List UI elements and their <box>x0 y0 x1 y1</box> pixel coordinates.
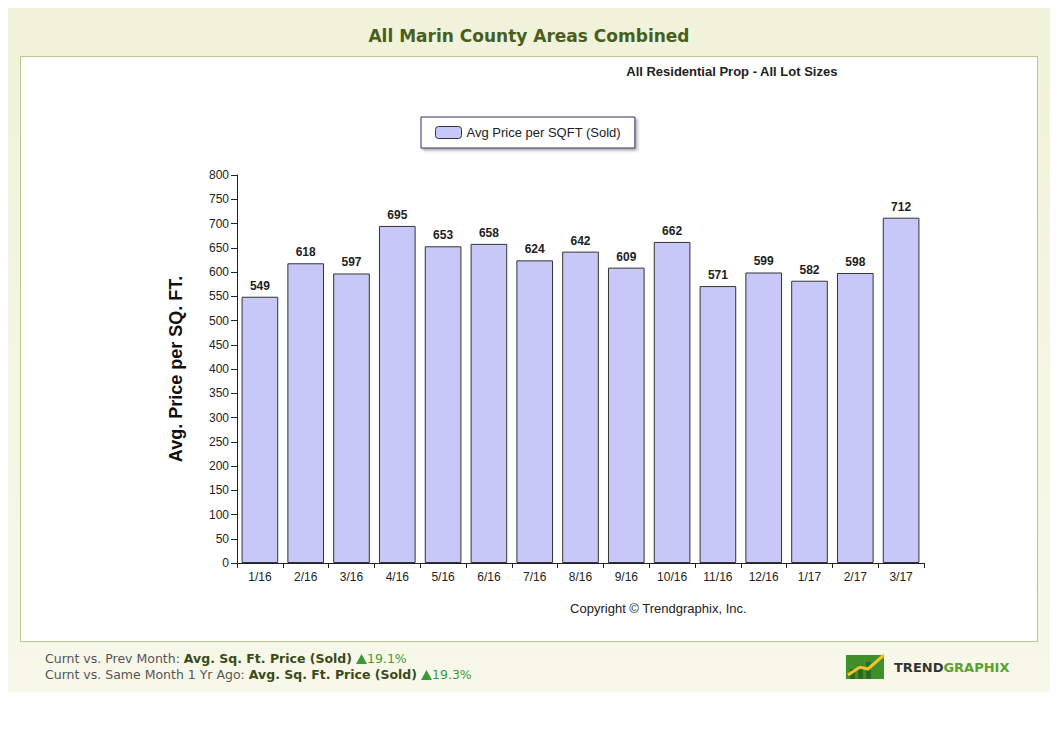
svg-text:5/16: 5/16 <box>431 570 455 584</box>
svg-text:400: 400 <box>209 362 229 376</box>
svg-text:700: 700 <box>209 217 229 231</box>
html-text:Curnt vs. Same Month 1 Yr Ago:: Curnt vs. Same Month 1 Yr Ago: Avg. Sq. … <box>45 667 417 682</box>
svg-text:642: 642 <box>570 234 590 248</box>
html-text:TREND GRAPHIX: TREND GRAPHIX <box>894 659 1010 675</box>
svg-text:1/17: 1/17 <box>798 570 822 584</box>
svg-text:599: 599 <box>754 254 774 268</box>
svg-text:600: 600 <box>209 265 229 279</box>
svg-text:662: 662 <box>662 224 682 238</box>
svg-text:658: 658 <box>479 226 499 240</box>
svg-text:11/16: 11/16 <box>703 570 732 584</box>
svg-text:549: 549 <box>250 279 270 293</box>
html-text:19.1%: 19.1% <box>367 651 407 666</box>
svg-text:250: 250 <box>209 435 229 449</box>
svg-text:3/17: 3/17 <box>889 570 913 584</box>
svg-text:624: 624 <box>525 242 545 256</box>
svg-text:350: 350 <box>209 386 229 400</box>
svg-text:598: 598 <box>845 255 865 269</box>
svg-text:300: 300 <box>209 411 229 425</box>
svg-text:800: 800 <box>209 168 229 182</box>
svg-text:6/16: 6/16 <box>477 570 501 584</box>
svg-text:450: 450 <box>209 338 229 352</box>
svg-text:3/16: 3/16 <box>340 570 364 584</box>
svg-text:50: 50 <box>216 532 230 546</box>
svg-text:609: 609 <box>616 250 636 264</box>
svg-text:All Residential Prop - All Lot: All Residential Prop - All Lot Sizes <box>626 64 837 79</box>
svg-text:Avg. Price per SQ. FT.: Avg. Price per SQ. FT. <box>166 276 186 462</box>
svg-text:650: 650 <box>209 241 229 255</box>
svg-text:582: 582 <box>799 263 819 277</box>
svg-text:Avg Price per SQFT (Sold): Avg Price per SQFT (Sold) <box>467 125 621 140</box>
svg-text:100: 100 <box>209 508 229 522</box>
html-text:19.3%: 19.3% <box>432 667 472 682</box>
svg-text:653: 653 <box>433 228 453 242</box>
svg-text:200: 200 <box>209 459 229 473</box>
svg-text:0: 0 <box>222 556 229 570</box>
html-text:Curnt vs. Prev Month: Avg. Sq.: Curnt vs. Prev Month: Avg. Sq. Ft. Price… <box>45 651 352 666</box>
svg-text:7/16: 7/16 <box>523 570 547 584</box>
svg-text:597: 597 <box>341 255 361 269</box>
svg-text:150: 150 <box>209 483 229 497</box>
svg-text:10/16: 10/16 <box>657 570 687 584</box>
html-text:All Marin County Areas Combine: All Marin County Areas Combined <box>368 26 690 46</box>
svg-text:750: 750 <box>209 192 229 206</box>
svg-text:9/16: 9/16 <box>615 570 639 584</box>
svg-text:8/16: 8/16 <box>569 570 593 584</box>
svg-text:550: 550 <box>209 289 229 303</box>
svg-text:571: 571 <box>708 268 728 282</box>
svg-text:712: 712 <box>891 200 911 214</box>
svg-text:695: 695 <box>387 208 407 222</box>
svg-text:1/16: 1/16 <box>248 570 272 584</box>
svg-text:618: 618 <box>296 245 316 259</box>
svg-text:2/16: 2/16 <box>294 570 318 584</box>
svg-text:500: 500 <box>209 314 229 328</box>
svg-text:2/17: 2/17 <box>844 570 868 584</box>
svg-text:Copyright © Trendgraphix, Inc.: Copyright © Trendgraphix, Inc. <box>570 601 747 616</box>
svg-text:4/16: 4/16 <box>386 570 410 584</box>
svg-text:12/16: 12/16 <box>749 570 779 584</box>
